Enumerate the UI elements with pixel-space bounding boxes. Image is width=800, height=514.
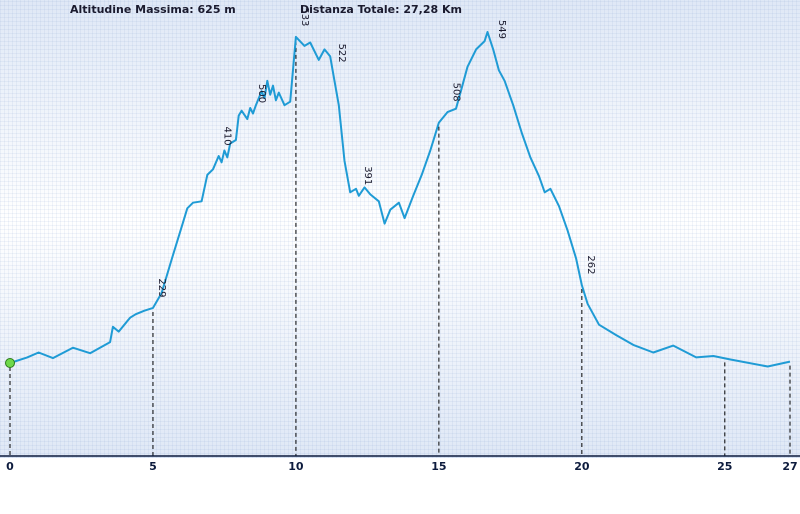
x-tick-label: 20 bbox=[574, 460, 590, 473]
elevation-label: 508 bbox=[450, 83, 461, 102]
elevation-label: 391 bbox=[362, 166, 373, 185]
elevation-line bbox=[9, 31, 791, 368]
start-marker bbox=[5, 358, 15, 368]
elevation-label: 229 bbox=[156, 278, 167, 297]
x-tick-label: 25 bbox=[717, 460, 732, 473]
chart-background bbox=[0, 0, 800, 458]
elevation-label: 410 bbox=[222, 126, 233, 145]
x-tick-label: 5 bbox=[149, 460, 157, 473]
x-tick-label: 15 bbox=[431, 460, 446, 473]
elevation-label: 522 bbox=[336, 44, 347, 63]
x-tick-label: 27 bbox=[782, 460, 797, 473]
elevation-label: 549 bbox=[496, 20, 507, 39]
total-distance-label: Distanza Totale: 27,28 Km bbox=[300, 3, 462, 16]
elevation-label: 262 bbox=[585, 255, 596, 274]
elevation-label: 533 bbox=[299, 7, 310, 26]
x-tick-label: 0 bbox=[6, 460, 14, 473]
elevation-label: 500 bbox=[256, 84, 267, 103]
max-altitude-label: Altitudine Massima: 625 m bbox=[70, 3, 236, 16]
x-tick-label: 10 bbox=[288, 460, 304, 473]
